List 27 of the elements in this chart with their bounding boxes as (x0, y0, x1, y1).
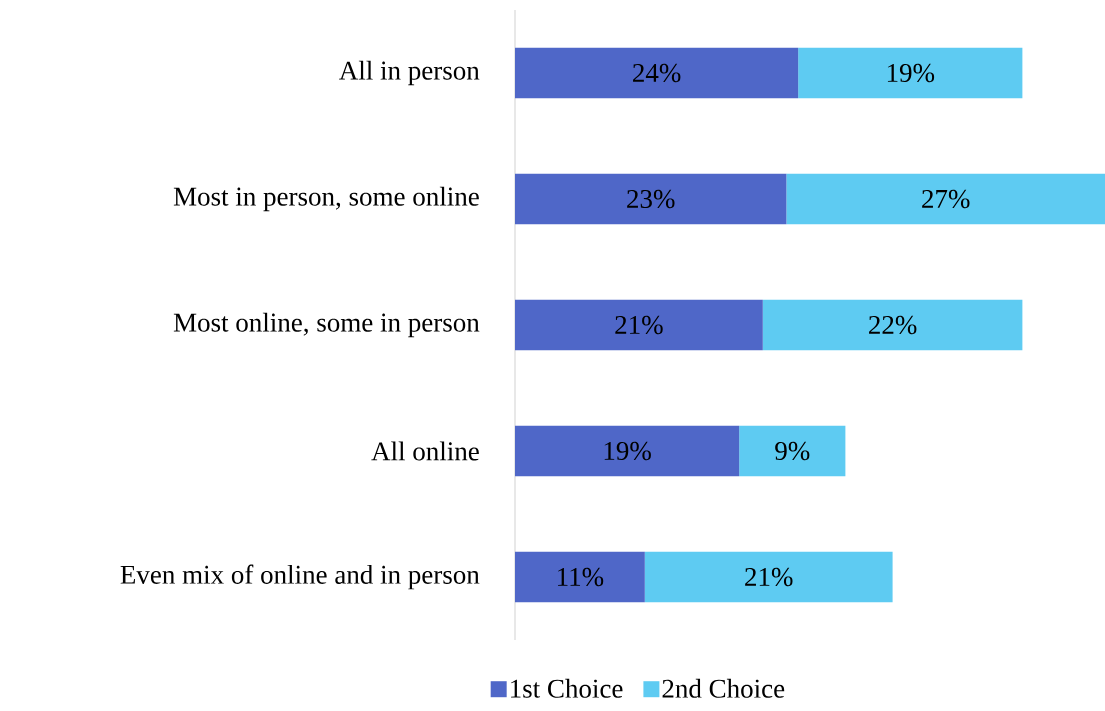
bar (514, 551, 645, 603)
bar (514, 47, 799, 99)
bar (786, 173, 1105, 225)
data-label: 24% (633, 63, 681, 83)
y-tick-label: All online (371, 441, 479, 461)
legend-label: 1st Choice (511, 678, 623, 698)
bar (762, 299, 1023, 351)
data-label: 23% (627, 189, 675, 209)
data-label: 19% (887, 63, 935, 83)
bar (798, 47, 1023, 99)
y-tick-label: Most in person, some online (173, 186, 479, 212)
data-label: 9% (775, 441, 810, 461)
data-label: 19% (604, 441, 651, 461)
bar (739, 425, 846, 477)
bar (514, 299, 763, 351)
bar (514, 173, 787, 225)
data-label: 21% (615, 315, 663, 335)
data-label: 11% (558, 567, 604, 587)
bar (514, 425, 740, 477)
data-label: 21% (745, 567, 793, 587)
data-label: 27% (922, 189, 970, 209)
y-tick-label: Even mix of online and in person (120, 564, 480, 590)
data-label: 22% (869, 315, 917, 335)
y-tick-label: Most online, some in person (173, 312, 480, 338)
bar (644, 551, 893, 603)
legend-label: 2nd Choice (662, 678, 785, 698)
y-tick-label: All in person (339, 60, 480, 86)
